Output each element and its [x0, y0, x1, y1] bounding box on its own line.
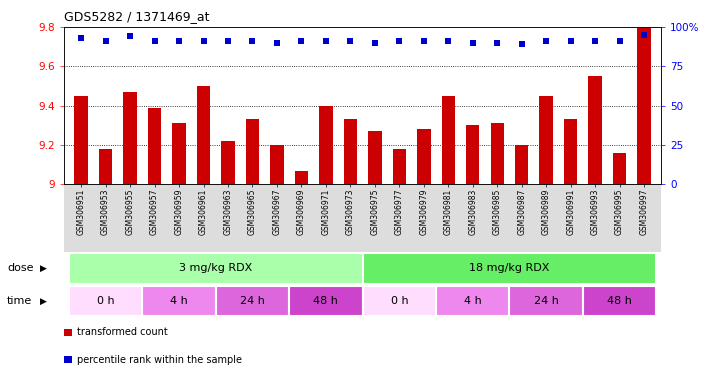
Point	[320, 38, 331, 44]
Bar	[392, 149, 406, 184]
Bar	[69, 253, 363, 283]
Bar	[343, 119, 357, 184]
Text: 0 h: 0 h	[390, 296, 408, 306]
Text: percentile rank within the sample: percentile rank within the sample	[77, 355, 242, 365]
Point	[173, 38, 185, 44]
Text: dose: dose	[7, 263, 33, 273]
Bar	[583, 286, 656, 316]
Point	[589, 38, 601, 44]
Text: 48 h: 48 h	[314, 296, 338, 306]
Text: 3 mg/kg RDX: 3 mg/kg RDX	[179, 263, 252, 273]
Bar	[613, 153, 626, 184]
Bar	[515, 145, 528, 184]
Bar	[69, 286, 142, 316]
Bar	[142, 286, 215, 316]
Point	[345, 38, 356, 44]
Text: 48 h: 48 h	[607, 296, 632, 306]
Text: 4 h: 4 h	[464, 296, 481, 306]
Bar	[289, 286, 363, 316]
Point	[394, 38, 405, 44]
Bar	[221, 141, 235, 184]
Bar	[417, 129, 431, 184]
Text: 18 mg/kg RDX: 18 mg/kg RDX	[469, 263, 550, 273]
Bar	[123, 92, 137, 184]
Point	[100, 38, 112, 44]
Point	[442, 38, 454, 44]
Point	[638, 31, 650, 38]
Point	[565, 38, 577, 44]
Point	[272, 40, 283, 46]
Point	[149, 38, 160, 44]
Bar	[589, 76, 602, 184]
Bar	[363, 253, 656, 283]
Text: 0 h: 0 h	[97, 296, 114, 306]
Text: time: time	[7, 296, 33, 306]
Bar	[491, 123, 504, 184]
Point	[223, 38, 234, 44]
Point	[247, 38, 258, 44]
Text: transformed count: transformed count	[77, 327, 168, 337]
Bar	[99, 149, 112, 184]
Point	[75, 35, 87, 41]
Point	[467, 40, 479, 46]
Bar	[540, 96, 553, 184]
Point	[491, 40, 503, 46]
Bar	[215, 286, 289, 316]
Bar	[319, 106, 333, 184]
Bar	[368, 131, 382, 184]
Point	[540, 38, 552, 44]
Point	[614, 38, 625, 44]
Text: GDS5282 / 1371469_at: GDS5282 / 1371469_at	[64, 10, 210, 23]
Bar	[466, 125, 479, 184]
Bar	[270, 145, 284, 184]
Point	[516, 41, 528, 47]
Bar	[172, 123, 186, 184]
Point	[369, 40, 380, 46]
Point	[418, 38, 429, 44]
Point	[296, 38, 307, 44]
Text: ▶: ▶	[40, 296, 47, 306]
Bar	[436, 286, 510, 316]
Bar	[197, 86, 210, 184]
Bar	[442, 96, 455, 184]
Text: 4 h: 4 h	[170, 296, 188, 306]
Bar	[363, 286, 436, 316]
Text: 24 h: 24 h	[240, 296, 265, 306]
Text: 24 h: 24 h	[534, 296, 559, 306]
Bar	[637, 27, 651, 184]
Bar	[564, 119, 577, 184]
Bar	[75, 96, 88, 184]
Bar	[148, 108, 161, 184]
Point	[198, 38, 209, 44]
Bar	[510, 286, 583, 316]
Bar	[294, 170, 308, 184]
Text: ▶: ▶	[40, 264, 47, 273]
Bar	[246, 119, 260, 184]
Point	[124, 33, 136, 40]
